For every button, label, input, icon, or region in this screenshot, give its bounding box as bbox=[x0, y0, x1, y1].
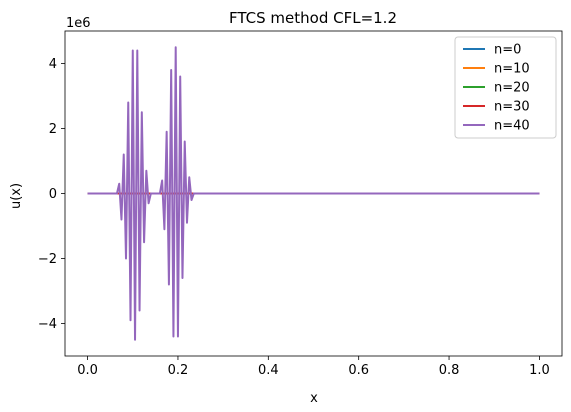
legend-label-4: n=40 bbox=[494, 119, 530, 134]
x-tick-label: 0.0 bbox=[77, 363, 98, 378]
y-offset-label: 1e6 bbox=[66, 16, 91, 31]
x-tick-label: 0.4 bbox=[258, 363, 279, 378]
y-tick-label: 2 bbox=[49, 122, 57, 137]
y-axis: −4 −2 0 2 4 bbox=[38, 57, 65, 332]
y-tick-label: −4 bbox=[38, 317, 57, 332]
x-tick-label: 0.2 bbox=[168, 363, 189, 378]
legend-label-1: n=10 bbox=[494, 62, 530, 77]
x-tick-label: 0.8 bbox=[439, 363, 460, 378]
x-axis-label: x bbox=[310, 391, 318, 406]
legend: n=0 n=10 n=20 n=30 n=40 bbox=[454, 36, 557, 139]
x-axis: 0.0 0.2 0.4 0.6 0.8 1.0 bbox=[77, 356, 550, 378]
legend-box bbox=[454, 36, 557, 139]
y-tick-label: 4 bbox=[49, 57, 57, 72]
y-axis-label: u(x) bbox=[9, 183, 24, 209]
x-tick-label: 1.0 bbox=[529, 363, 550, 378]
legend-label-0: n=0 bbox=[494, 43, 521, 58]
x-tick-label: 0.6 bbox=[348, 363, 369, 378]
legend-label-2: n=20 bbox=[494, 81, 530, 96]
chart-title: FTCS method CFL=1.2 bbox=[229, 9, 397, 27]
series-line-4 bbox=[87, 46, 540, 341]
legend-label-3: n=30 bbox=[494, 100, 530, 115]
y-tick-label: 0 bbox=[49, 187, 57, 202]
y-tick-label: −2 bbox=[38, 252, 57, 267]
